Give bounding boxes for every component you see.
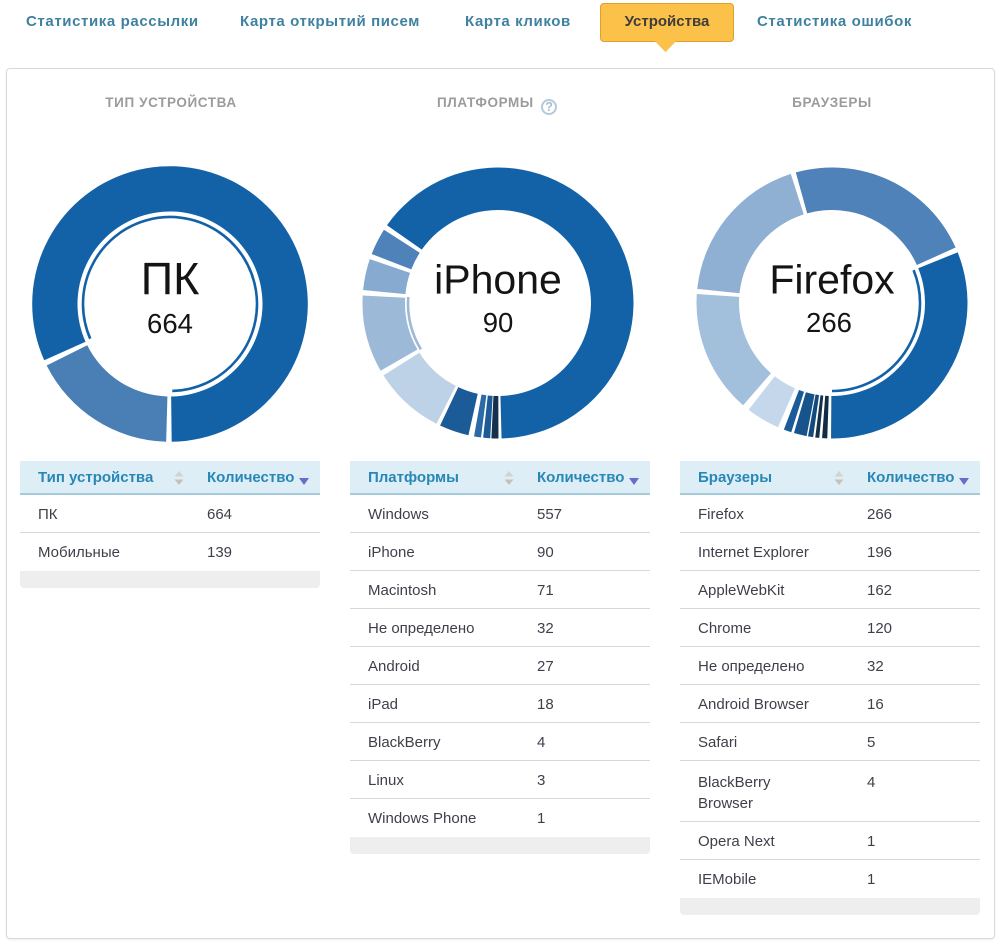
svg-text:ПК: ПК: [141, 253, 200, 304]
svg-text:Firefox: Firefox: [769, 257, 895, 303]
svg-text:iPhone: iPhone: [434, 257, 562, 303]
svg-text:664: 664: [147, 308, 193, 339]
svg-text:266: 266: [806, 307, 852, 338]
svg-text:90: 90: [482, 307, 513, 338]
